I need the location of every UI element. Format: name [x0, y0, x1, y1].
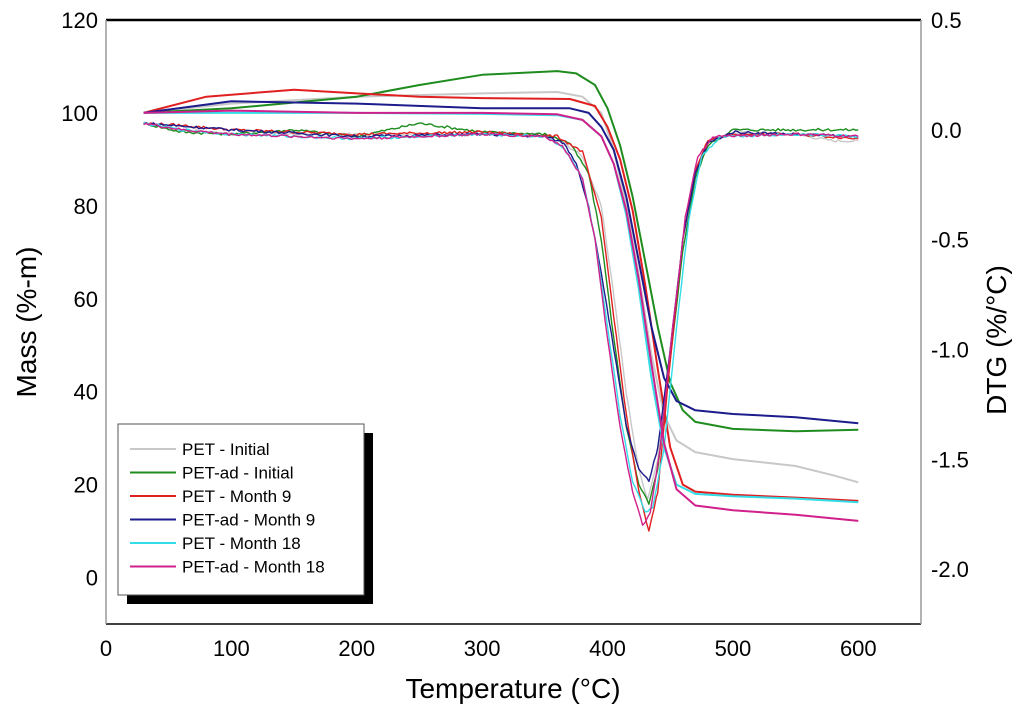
- y2-axis-title: DTG (%/°C): [981, 265, 1012, 415]
- x-tick-label: 0: [100, 636, 112, 661]
- y2-tick-label: 0.5: [931, 8, 962, 33]
- x-tick-label: 500: [715, 636, 752, 661]
- tick-labels: 0 100 200 300 400 500 600 0 20 40 60 80 100 120 -2.0 -1…: [61, 8, 969, 661]
- y2-tick-label: -1.5: [931, 447, 969, 472]
- y-tick-label: 40: [74, 380, 98, 405]
- y-tick-label: 20: [74, 473, 98, 498]
- legend-label-pet-ad-initial: PET-ad - Initial: [182, 464, 294, 483]
- y2-tick-label: -0.5: [931, 228, 969, 253]
- dtg-curve-pet-ad-month-18: [143, 123, 859, 526]
- mass-curve-pet-month-9: [143, 88, 859, 502]
- x-tick-label: 600: [840, 636, 877, 661]
- y-tick-label: 0: [86, 566, 98, 591]
- x-tick-label: 400: [589, 636, 626, 661]
- y-tick-label: 100: [61, 101, 98, 126]
- y2-tick-label: 0.0: [931, 118, 962, 143]
- x-tick-label: 100: [213, 636, 250, 661]
- x-tick-label: 200: [338, 636, 375, 661]
- legend-label-pet-month-18: PET - Month 18: [182, 534, 301, 553]
- legend: PET - Initial PET-ad - Initial PET - Month…: [117, 423, 373, 604]
- axes: [105, 18, 922, 625]
- y2-tick-label: -1.0: [931, 337, 969, 362]
- mass-curve-pet-ad-month-18: [143, 109, 859, 522]
- y-tick-label: 60: [74, 287, 98, 312]
- y-tick-label: 120: [61, 8, 98, 33]
- legend-label-pet-month-9: PET - Month 9: [182, 487, 291, 506]
- y-tick-label: 80: [74, 194, 98, 219]
- legend-label-pet-ad-month-9: PET-ad - Month 9: [182, 511, 315, 530]
- x-axis-title: Temperature (°C): [405, 673, 620, 704]
- legend-label-pet-ad-month-18: PET-ad - Month 18: [182, 558, 325, 577]
- x-tick-label: 300: [464, 636, 501, 661]
- y2-tick-label: -2.0: [931, 557, 969, 582]
- mass-curve-pet-ad-initial: [143, 70, 859, 433]
- legend-label-pet-initial: PET - Initial: [182, 440, 270, 459]
- data-series: [143, 70, 859, 532]
- y-axis-title: Mass (%-m): [11, 247, 42, 398]
- mass-curve-pet-ad-month-9: [143, 100, 859, 425]
